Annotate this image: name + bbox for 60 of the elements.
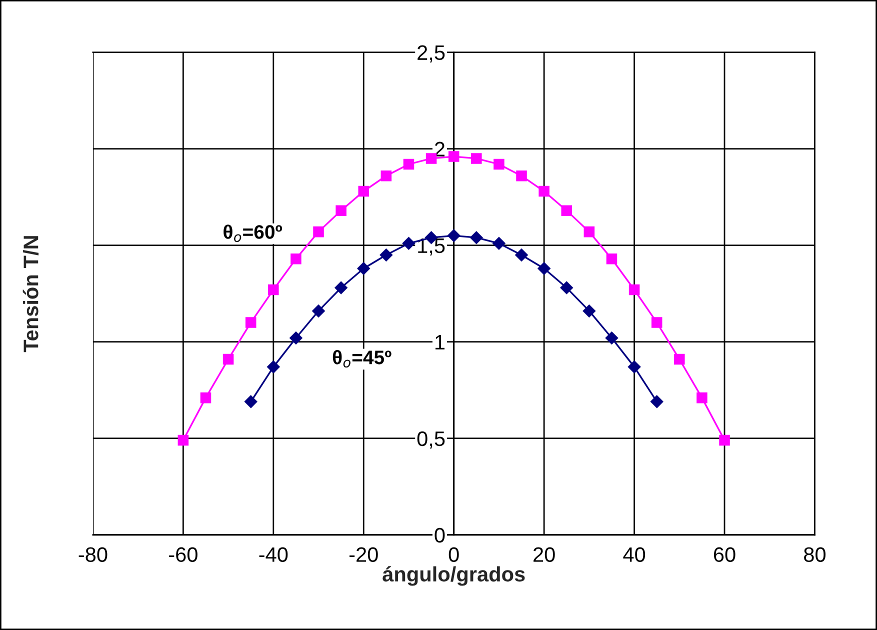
point	[268, 284, 279, 296]
point	[222, 354, 234, 365]
point	[357, 262, 370, 275]
point	[515, 248, 528, 262]
point	[266, 360, 280, 374]
point	[628, 360, 641, 374]
point	[245, 317, 256, 328]
point	[606, 253, 618, 264]
point	[380, 170, 392, 182]
point	[336, 205, 346, 216]
x-tick-label: 60	[714, 547, 736, 562]
y-tick-label: 2,5	[418, 45, 445, 63]
x-tick-label: 80	[804, 547, 826, 562]
point	[244, 395, 258, 408]
point	[719, 434, 730, 446]
point	[402, 236, 416, 250]
y-tick-label: 0,5	[417, 431, 445, 449]
point	[696, 392, 708, 404]
point	[358, 186, 370, 197]
x-axis-title: ángulo/grados	[382, 566, 525, 586]
point	[448, 151, 460, 162]
point	[447, 229, 460, 242]
point	[200, 392, 212, 404]
x-tick-label: -80	[78, 547, 108, 562]
point	[492, 236, 506, 250]
point	[470, 231, 483, 244]
point	[290, 253, 302, 264]
series-label: θ$_{o}$=45º	[332, 350, 392, 368]
point	[290, 332, 302, 344]
x-tick-label: 0	[448, 547, 459, 562]
point	[628, 284, 640, 296]
point	[334, 281, 348, 294]
x-tick-label: 40	[623, 547, 646, 562]
point	[403, 158, 414, 170]
point	[582, 304, 596, 318]
point	[426, 153, 437, 164]
point	[494, 158, 504, 170]
point	[650, 395, 664, 408]
point	[516, 170, 527, 182]
y-tick-label: 0	[434, 528, 445, 543]
point	[380, 248, 393, 262]
point	[674, 354, 685, 365]
point	[538, 186, 550, 197]
point	[561, 205, 572, 216]
x-tick-label: 20	[534, 547, 555, 562]
y-tick-label: 1	[436, 335, 444, 350]
point	[584, 226, 595, 238]
x-tick-label: -20	[349, 547, 378, 562]
point	[313, 226, 324, 238]
point	[560, 281, 574, 294]
series-label: θ$_{o}$=60º	[224, 224, 282, 242]
point	[178, 434, 189, 446]
point	[538, 262, 550, 275]
x-tick-label: -40	[259, 547, 288, 562]
point	[651, 317, 662, 328]
point	[605, 332, 618, 344]
point	[312, 304, 325, 318]
x-tick-label: -60	[169, 547, 198, 562]
y-axis-title: Tensión T/N	[22, 236, 39, 352]
point	[471, 153, 482, 164]
